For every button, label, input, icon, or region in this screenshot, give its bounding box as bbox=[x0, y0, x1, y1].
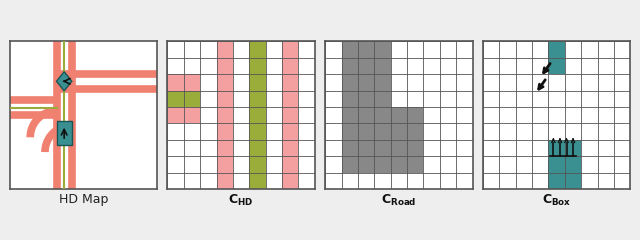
Bar bbox=[282, 91, 298, 107]
Bar bbox=[250, 123, 266, 140]
Bar bbox=[390, 140, 407, 156]
Bar bbox=[407, 123, 424, 140]
Polygon shape bbox=[56, 72, 72, 91]
Bar bbox=[358, 91, 374, 107]
Bar bbox=[358, 107, 374, 123]
Bar bbox=[216, 58, 233, 74]
Bar bbox=[282, 107, 298, 123]
Bar bbox=[565, 156, 581, 173]
Bar bbox=[282, 42, 298, 58]
Bar bbox=[250, 156, 266, 173]
Bar bbox=[374, 74, 390, 91]
Bar bbox=[342, 107, 358, 123]
X-axis label: $\mathbf{C}_{\mathbf{HD}}$: $\mathbf{C}_{\mathbf{HD}}$ bbox=[228, 193, 254, 208]
Bar bbox=[57, 121, 72, 145]
Bar bbox=[168, 107, 184, 123]
Bar bbox=[250, 91, 266, 107]
Bar bbox=[342, 156, 358, 173]
Bar bbox=[374, 42, 390, 58]
X-axis label: HD Map: HD Map bbox=[59, 193, 108, 206]
Bar bbox=[548, 140, 565, 156]
Bar bbox=[342, 74, 358, 91]
Bar bbox=[282, 74, 298, 91]
Bar bbox=[358, 156, 374, 173]
Bar bbox=[358, 58, 374, 74]
Bar bbox=[374, 140, 390, 156]
Bar bbox=[250, 140, 266, 156]
Bar bbox=[390, 156, 407, 173]
Bar bbox=[184, 74, 200, 91]
Bar bbox=[216, 74, 233, 91]
Bar bbox=[184, 91, 200, 107]
Bar bbox=[374, 156, 390, 173]
Bar bbox=[342, 91, 358, 107]
Bar bbox=[374, 107, 390, 123]
Bar bbox=[282, 58, 298, 74]
Bar bbox=[390, 107, 407, 123]
Bar bbox=[168, 91, 184, 107]
Bar bbox=[216, 91, 233, 107]
Bar bbox=[548, 156, 565, 173]
Bar bbox=[250, 42, 266, 58]
Bar bbox=[358, 123, 374, 140]
Bar bbox=[358, 42, 374, 58]
Bar bbox=[216, 42, 233, 58]
Bar bbox=[407, 107, 424, 123]
Bar bbox=[342, 140, 358, 156]
Bar bbox=[374, 123, 390, 140]
Bar bbox=[342, 58, 358, 74]
Bar bbox=[282, 123, 298, 140]
Bar bbox=[342, 123, 358, 140]
Bar bbox=[282, 173, 298, 189]
Bar bbox=[342, 42, 358, 58]
Bar bbox=[282, 140, 298, 156]
Bar bbox=[216, 107, 233, 123]
Bar bbox=[374, 58, 390, 74]
Bar bbox=[374, 91, 390, 107]
Bar bbox=[282, 156, 298, 173]
Bar bbox=[250, 58, 266, 74]
X-axis label: $\mathbf{C}_{\mathbf{Box}}$: $\mathbf{C}_{\mathbf{Box}}$ bbox=[542, 193, 572, 208]
Bar bbox=[250, 173, 266, 189]
Bar bbox=[216, 173, 233, 189]
Bar bbox=[548, 173, 565, 189]
Bar bbox=[168, 74, 184, 91]
Bar bbox=[565, 140, 581, 156]
Bar bbox=[390, 123, 407, 140]
X-axis label: $\mathbf{C}_{\mathbf{Road}}$: $\mathbf{C}_{\mathbf{Road}}$ bbox=[381, 193, 417, 208]
Bar bbox=[216, 140, 233, 156]
Bar bbox=[250, 74, 266, 91]
Bar bbox=[216, 156, 233, 173]
Bar bbox=[184, 107, 200, 123]
Bar bbox=[548, 42, 565, 58]
Bar bbox=[565, 173, 581, 189]
Bar bbox=[250, 107, 266, 123]
Bar bbox=[358, 74, 374, 91]
Bar bbox=[407, 140, 424, 156]
Bar bbox=[358, 140, 374, 156]
Bar bbox=[407, 156, 424, 173]
Bar bbox=[548, 58, 565, 74]
Bar bbox=[216, 123, 233, 140]
